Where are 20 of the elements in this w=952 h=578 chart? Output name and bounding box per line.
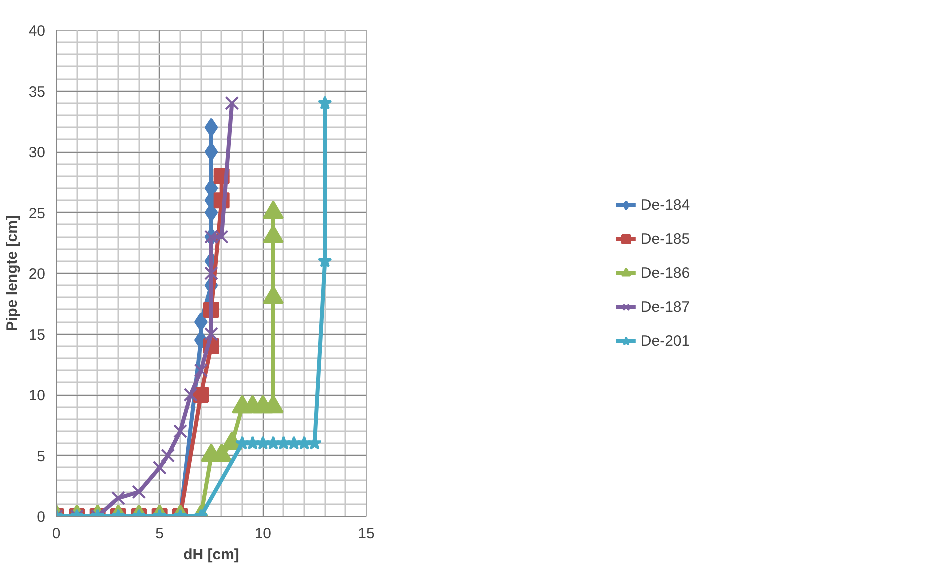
legend-label: De-184 — [640, 196, 690, 214]
legend-label: De-185 — [640, 230, 690, 248]
y-axis-title: Pipe lengte [cm] — [4, 216, 21, 332]
legend-label: De-201 — [640, 332, 690, 350]
y-tick-label: 20 — [28, 266, 46, 283]
y-tick-label: 0 — [37, 509, 46, 526]
y-tick-label: 15 — [28, 326, 46, 344]
y-tick-label: 5 — [37, 448, 46, 466]
x-tick-label: 0 — [52, 526, 61, 542]
y-tick-label: 30 — [28, 144, 46, 162]
y-tick-label: 40 — [28, 23, 46, 40]
y-tick-label: 25 — [28, 205, 46, 222]
x-tick-label: 5 — [156, 526, 164, 542]
x-tick-label: 10 — [254, 526, 272, 542]
x-axis-title: dH [cm] — [184, 546, 240, 564]
x-tick-label: 15 — [358, 526, 375, 542]
y-tick-label: 35 — [28, 84, 46, 101]
y-tick-label: 10 — [28, 388, 46, 404]
legend-label: De-186 — [640, 264, 690, 282]
legend-label: De-187 — [640, 298, 690, 316]
